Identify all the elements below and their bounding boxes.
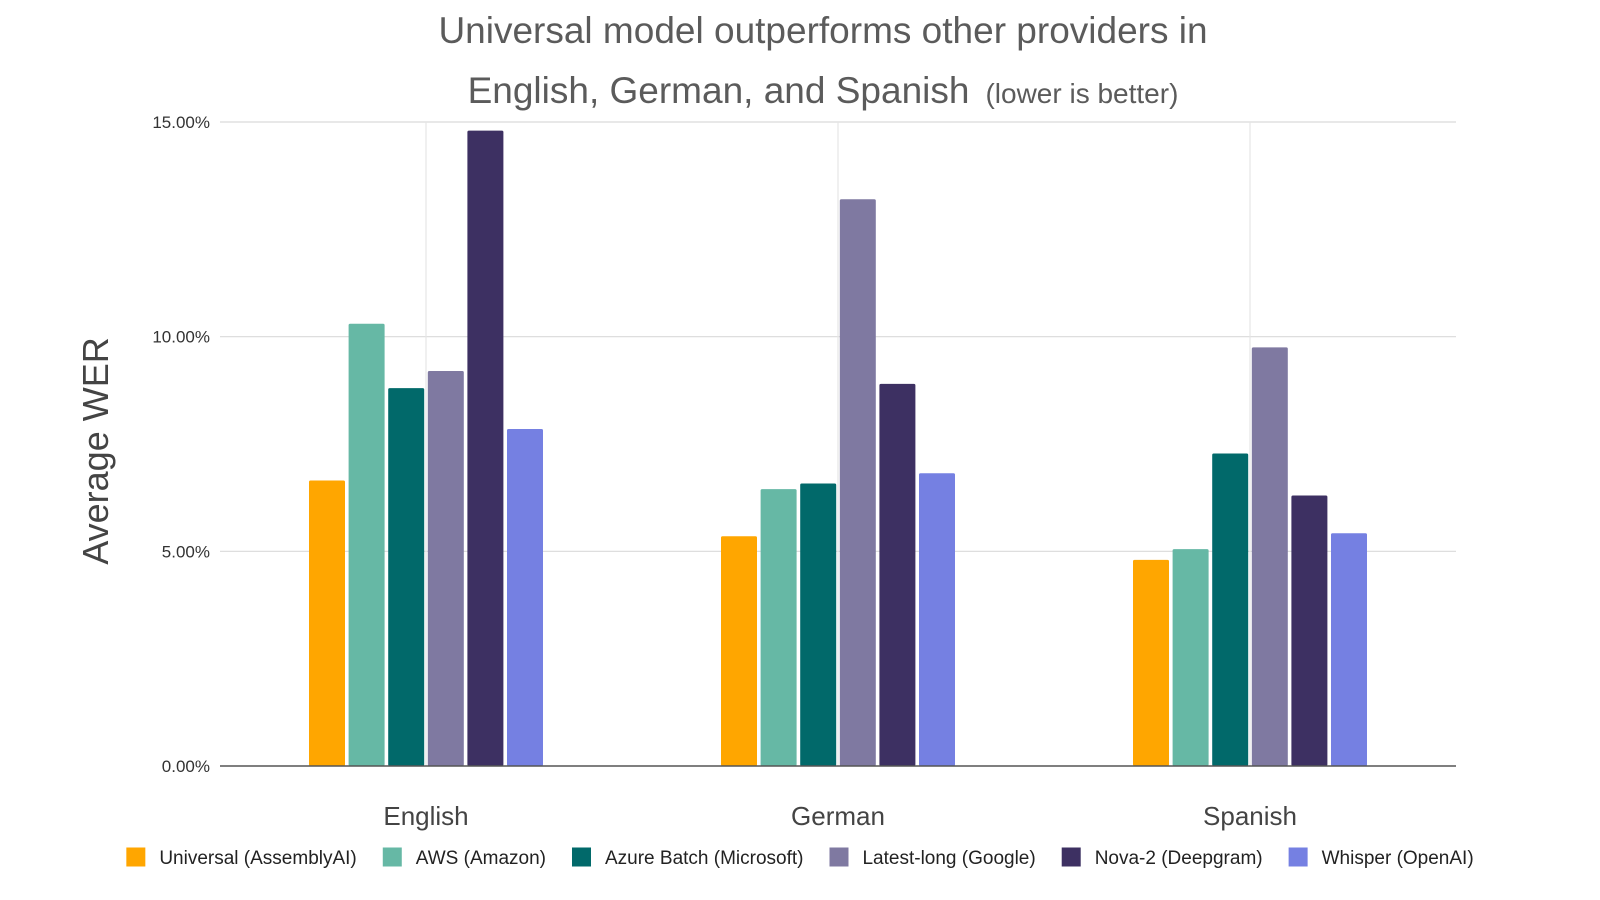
bar xyxy=(1291,495,1328,766)
bar xyxy=(1133,559,1169,766)
bar xyxy=(800,483,837,766)
bar xyxy=(721,536,757,766)
bar xyxy=(1331,533,1367,766)
bar xyxy=(309,480,345,766)
bar xyxy=(348,323,385,766)
y-tick-label: 5.00% xyxy=(162,542,210,561)
legend-swatch xyxy=(829,847,849,867)
grid-lines xyxy=(220,121,1456,766)
y-tick-label: 0.00% xyxy=(162,757,210,776)
legend-swatch xyxy=(382,847,402,867)
bar xyxy=(839,199,876,766)
bar xyxy=(1172,549,1209,766)
bar xyxy=(1212,453,1249,766)
bar xyxy=(919,473,955,766)
x-axis-ticks: English German Spanish xyxy=(383,801,1297,831)
chart-title-language-list: English, German, and Spanish xyxy=(468,70,970,111)
y-tick-label: 15.00% xyxy=(152,113,210,132)
bar-marks xyxy=(309,130,1367,766)
y-axis-ticks: 0.00% 5.00% 10.00% 15.00% xyxy=(152,113,210,776)
y-tick-label: 10.00% xyxy=(152,328,210,347)
bar xyxy=(388,388,425,766)
legend-swatch xyxy=(1288,847,1308,867)
chart-title-line-1: Universal model outperforms other provid… xyxy=(438,10,1207,51)
legend: Universal (AssemblyAI) AWS (Amazon) Azure … xyxy=(126,847,1474,869)
bar xyxy=(760,489,797,766)
y-axis-label: Average WER xyxy=(75,337,116,564)
legend-entry-label: Universal (AssemblyAI) xyxy=(159,848,356,869)
legend-entry-label: Whisper (OpenAI) xyxy=(1322,848,1474,869)
legend-entry-label: AWS (Amazon) xyxy=(416,848,546,869)
x-tick-label: German xyxy=(791,801,885,831)
legend-entry-label: Latest-long (Google) xyxy=(862,848,1035,869)
legend-entry-label: Nova-2 (Deepgram) xyxy=(1095,848,1263,869)
bar xyxy=(467,130,504,766)
chart-title-line-2: English, German, and Spanish (lower is be… xyxy=(468,70,1179,111)
chart-title-note: (lower is better) xyxy=(985,78,1178,109)
x-tick-label: English xyxy=(383,801,468,831)
legend-swatch xyxy=(126,847,146,867)
bar xyxy=(1251,347,1288,766)
x-tick-label: Spanish xyxy=(1203,801,1297,831)
legend-swatch xyxy=(1061,847,1081,867)
bar xyxy=(879,383,916,766)
legend-swatch xyxy=(571,847,591,867)
bar xyxy=(507,428,543,766)
legend-entry-label: Azure Batch (Microsoft) xyxy=(605,848,804,869)
bar xyxy=(427,371,464,766)
